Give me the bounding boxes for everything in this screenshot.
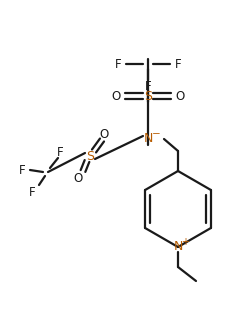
Text: F: F [29, 186, 35, 198]
Text: N: N [143, 133, 153, 145]
Text: F: F [57, 145, 63, 159]
Text: O: O [111, 89, 121, 102]
Text: O: O [99, 127, 109, 140]
Text: F: F [19, 164, 25, 176]
Text: N: N [173, 241, 183, 253]
Text: −: − [152, 129, 160, 139]
Text: +: + [181, 237, 189, 247]
Text: F: F [175, 57, 181, 71]
Text: O: O [175, 89, 185, 102]
Text: O: O [73, 171, 83, 185]
Text: F: F [115, 57, 121, 71]
Text: S: S [144, 89, 152, 102]
Text: S: S [86, 149, 94, 163]
Text: F: F [145, 79, 151, 93]
